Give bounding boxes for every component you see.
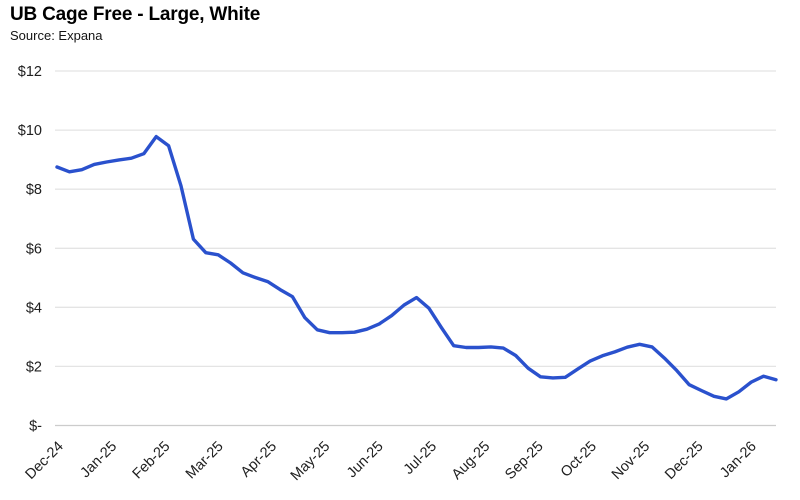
x-axis-tick-label: Aug-25: [449, 439, 493, 483]
x-axis-tick-label: Dec-25: [662, 439, 706, 483]
x-axis-tick-label: May-25: [288, 439, 334, 485]
chart-title: UB Cage Free - Large, White: [10, 4, 261, 25]
x-axis-tick-label: Oct-25: [558, 439, 600, 481]
x-axis-tick-label: Jun-25: [344, 439, 387, 482]
y-axis-tick-label: $4: [26, 300, 42, 316]
y-axis-tick-label: $6: [26, 241, 42, 257]
x-axis-tick-label: Jan-26: [717, 439, 760, 482]
x-axis-tick-label: Jan-25: [77, 439, 120, 482]
price-series-line: [55, 134, 778, 401]
y-axis-tick-label: $8: [26, 182, 42, 198]
x-axis-tick-label: Jul-25: [401, 439, 440, 478]
y-axis-tick-label: $10: [18, 123, 42, 139]
x-axis-tick-label: Apr-25: [238, 439, 280, 481]
x-axis-tick-label: Feb-25: [130, 439, 174, 483]
y-axis-tick-label: $-: [29, 419, 42, 435]
y-axis-tick-label: $12: [18, 64, 42, 80]
x-axis-tick-label: Mar-25: [183, 439, 227, 483]
chart-source-label: Source: Expana: [10, 28, 103, 43]
y-axis-tick-label: $2: [26, 359, 42, 375]
x-axis-tick-label: Sep-25: [502, 439, 546, 483]
x-axis-tick-label: Nov-25: [609, 439, 653, 483]
x-axis-tick-label: Dec-24: [22, 439, 66, 483]
